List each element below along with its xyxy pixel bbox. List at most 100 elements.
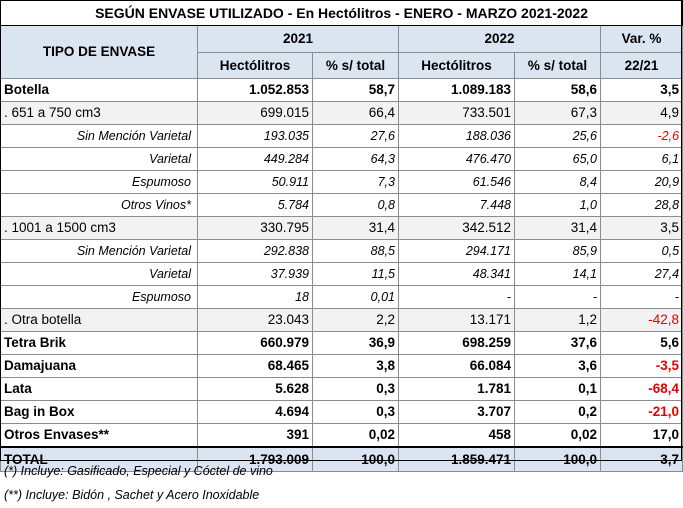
header-row-years: TIPO DE ENVASE 2021 2022 Var. %	[0, 25, 683, 79]
header-var-line2: 22/21	[599, 52, 683, 79]
footnote-2: (**) Incluye: Bidón , Sachet y Acero Ino…	[4, 488, 260, 502]
header-hectolitros-2022: Hectólitros	[398, 52, 515, 79]
pct-2021-cell: 0,02	[312, 423, 399, 448]
hectolitros-2022-cell: 1.859.471	[398, 446, 515, 472]
var-cell: -68,4	[599, 377, 683, 401]
pct-2021-cell: 64,3	[312, 147, 399, 171]
row-label: Otros Envases**	[0, 423, 198, 448]
hectolitros-2021-cell: 68.465	[197, 354, 313, 378]
hectolitros-2022-cell: 476.470	[398, 147, 515, 171]
row-label: Varietal	[0, 262, 198, 286]
hectolitros-2021-cell: 4.694	[197, 400, 313, 424]
pct-2022-cell: 65,0	[514, 147, 601, 171]
hectolitros-2022-cell: 7.448	[398, 193, 515, 217]
pct-2022-cell: 100,0	[514, 446, 601, 472]
table-row: Sin Mención Varietal 292.838 88,5 294.171 85…	[0, 239, 683, 263]
table-row: . Otra botella 23.043 2,2 13.171 1,2 -42,8	[0, 308, 683, 332]
row-label: Damajuana	[0, 354, 198, 378]
row-label: . 1001 a 1500 cm3	[0, 216, 198, 240]
var-cell: -21,0	[599, 400, 683, 424]
pct-2021-cell: 66,4	[312, 101, 399, 125]
row-label: Botella	[0, 78, 198, 102]
var-cell: -	[599, 285, 683, 309]
header-tipo-envase: TIPO DE ENVASE	[0, 25, 198, 79]
table-row: . 651 a 750 cm3 699.015 66,4 733.501 67,3 4,9	[0, 101, 683, 125]
pct-2022-cell: 14,1	[514, 262, 601, 286]
hectolitros-2022-cell: 1.089.183	[398, 78, 515, 102]
pct-2021-cell: 0,8	[312, 193, 399, 217]
header-var-line1: Var. %	[599, 25, 683, 53]
table-row: Sin Mención Varietal 193.035 27,6 188.036 25…	[0, 124, 683, 148]
header-pct-2022: % s/ total	[514, 52, 601, 79]
pct-2021-cell: 88,5	[312, 239, 399, 263]
pct-2021-cell: 7,3	[312, 170, 399, 194]
pct-2022-cell: -	[514, 285, 601, 309]
var-cell: 5,6	[599, 331, 683, 355]
pct-2022-cell: 1,2	[514, 308, 601, 332]
pct-2022-cell: 0,02	[514, 423, 601, 448]
hectolitros-2021-cell: 193.035	[197, 124, 313, 148]
hectolitros-2021-cell: 50.911	[197, 170, 313, 194]
hectolitros-2022-cell: 61.546	[398, 170, 515, 194]
header-row-columns: Hectólitros % s/ total Hectólitros % s/ …	[1, 52, 683, 79]
var-cell: 3,5	[599, 78, 683, 102]
table-row: Damajuana 68.465 3,8 66.084 3,6 -3,5	[0, 354, 683, 378]
table-row: Otros Envases** 391 0,02 458 0,02 17,0	[0, 423, 683, 448]
var-cell: -42,8	[599, 308, 683, 332]
hectolitros-2021-cell: 292.838	[197, 239, 313, 263]
var-cell: -3,5	[599, 354, 683, 378]
hectolitros-2021-cell: 5.628	[197, 377, 313, 401]
table-row: Espumoso 18 0,01- - -	[0, 285, 683, 309]
pct-2021-cell: 31,4	[312, 216, 399, 240]
pct-2021-cell: 0,3	[312, 377, 399, 401]
row-label: Varietal	[0, 147, 198, 171]
hectolitros-2022-cell: 48.341	[398, 262, 515, 286]
var-cell: 3,7	[599, 446, 683, 472]
row-label: Espumoso	[0, 170, 198, 194]
table-row: Lata 5.628 0,3 1.781 0,1 -68,4	[0, 377, 683, 401]
table-row: Bag in Box 4.694 0,3 3.707 0,2 -21,0	[0, 400, 683, 424]
table-row: Otros Vinos* 5.784 0,8 7.448 1,0 28,8	[0, 193, 683, 217]
row-label: TOTAL	[0, 446, 198, 472]
hectolitros-2021-cell: 1.052.853	[197, 78, 313, 102]
hectolitros-2022-cell: 188.036	[398, 124, 515, 148]
var-cell: 17,0	[599, 423, 683, 448]
pct-2022-cell: 1,0	[514, 193, 601, 217]
pct-2022-cell: 67,3	[514, 101, 601, 125]
hectolitros-2021-cell: 449.284	[197, 147, 313, 171]
header-hectolitros-2021: Hectólitros	[197, 52, 313, 79]
pct-2021-cell: 58,7	[312, 78, 399, 102]
hectolitros-2021-cell: 1.793.009	[197, 446, 313, 472]
var-cell: 28,8	[599, 193, 683, 217]
pct-2021-cell: 100,0	[312, 446, 399, 472]
hectolitros-2021-cell: 330.795	[197, 216, 313, 240]
pct-2021-cell: 36,9	[312, 331, 399, 355]
header-year-2021: 2021	[197, 25, 399, 53]
pct-2022-cell: 0,1	[514, 377, 601, 401]
row-label: Otros Vinos*	[0, 193, 198, 217]
var-cell: 3,5	[599, 216, 683, 240]
var-cell: 6,1	[599, 147, 683, 171]
total-row: TOTAL 1.793.009 100,0 1.859.471 100,0 3,7	[0, 446, 683, 472]
pct-2021-cell: 11,5	[312, 262, 399, 286]
hectolitros-2022-cell: 3.707	[398, 400, 515, 424]
pct-2022-cell: 31,4	[514, 216, 601, 240]
pct-2022-cell: 0,2	[514, 400, 601, 424]
table-title-row: SEGÚN ENVASE UTILIZADO - En Hectólitros …	[0, 0, 683, 26]
envase-table: SEGÚN ENVASE UTILIZADO - En Hectólitros …	[0, 0, 683, 472]
hectolitros-2021-cell: 18	[197, 285, 313, 309]
row-label: Sin Mención Varietal	[0, 124, 198, 148]
pct-2021-cell: 27,6	[312, 124, 399, 148]
hectolitros-2022-cell: 342.512	[398, 216, 515, 240]
hectolitros-2022-cell: 66.084	[398, 354, 515, 378]
table-row: Botella 1.052.853 58,7 1.089.183 58,6 3,5	[0, 78, 683, 102]
pct-2022-cell: 85,9	[514, 239, 601, 263]
pct-2022-cell: 3,6	[514, 354, 601, 378]
header-pct-2021: % s/ total	[312, 52, 399, 79]
table-row: Tetra Brik 660.979 36,9 698.259 37,6 5,6	[0, 331, 683, 355]
pct-2022-cell: 58,6	[514, 78, 601, 102]
row-label: Sin Mención Varietal	[0, 239, 198, 263]
hectolitros-2022-cell: 13.171	[398, 308, 515, 332]
row-label: Espumoso	[0, 285, 198, 309]
table-row: Varietal 37.939 11,5 48.341 14,1 27,4	[0, 262, 683, 286]
